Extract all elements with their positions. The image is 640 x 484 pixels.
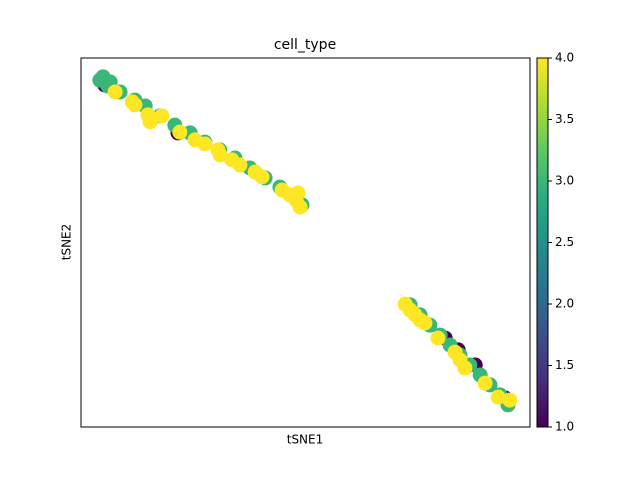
- point: [154, 108, 170, 124]
- point: [477, 375, 493, 391]
- points: [92, 69, 518, 413]
- colorbar-tick-label: 1.5: [555, 358, 574, 372]
- point: [232, 157, 248, 173]
- point: [290, 185, 306, 201]
- plot-frame: [80, 57, 531, 428]
- colorbar-tick-label: 4.0: [555, 51, 574, 65]
- point: [127, 97, 143, 113]
- colorbar-tick-label: 1.0: [555, 420, 574, 434]
- point: [490, 389, 506, 405]
- point: [457, 360, 473, 376]
- colorbar-tick-label: 2.5: [555, 235, 574, 249]
- point: [502, 392, 518, 408]
- y-axis-label: tSNE2: [60, 224, 74, 261]
- colorbar: [536, 57, 549, 428]
- point: [254, 169, 270, 185]
- point: [172, 124, 188, 140]
- colorbar-tick-label: 3.0: [555, 174, 574, 188]
- chart-title: cell_type: [274, 37, 336, 53]
- point: [142, 114, 158, 130]
- point: [197, 136, 213, 152]
- point: [292, 199, 308, 215]
- colorbar-tick-label: 2.0: [555, 297, 574, 311]
- point: [212, 147, 228, 163]
- point: [417, 315, 433, 331]
- colorbar-tick-label: 3.5: [555, 112, 574, 126]
- point: [107, 84, 123, 100]
- x-axis-label: tSNE1: [287, 433, 324, 447]
- point: [430, 330, 446, 346]
